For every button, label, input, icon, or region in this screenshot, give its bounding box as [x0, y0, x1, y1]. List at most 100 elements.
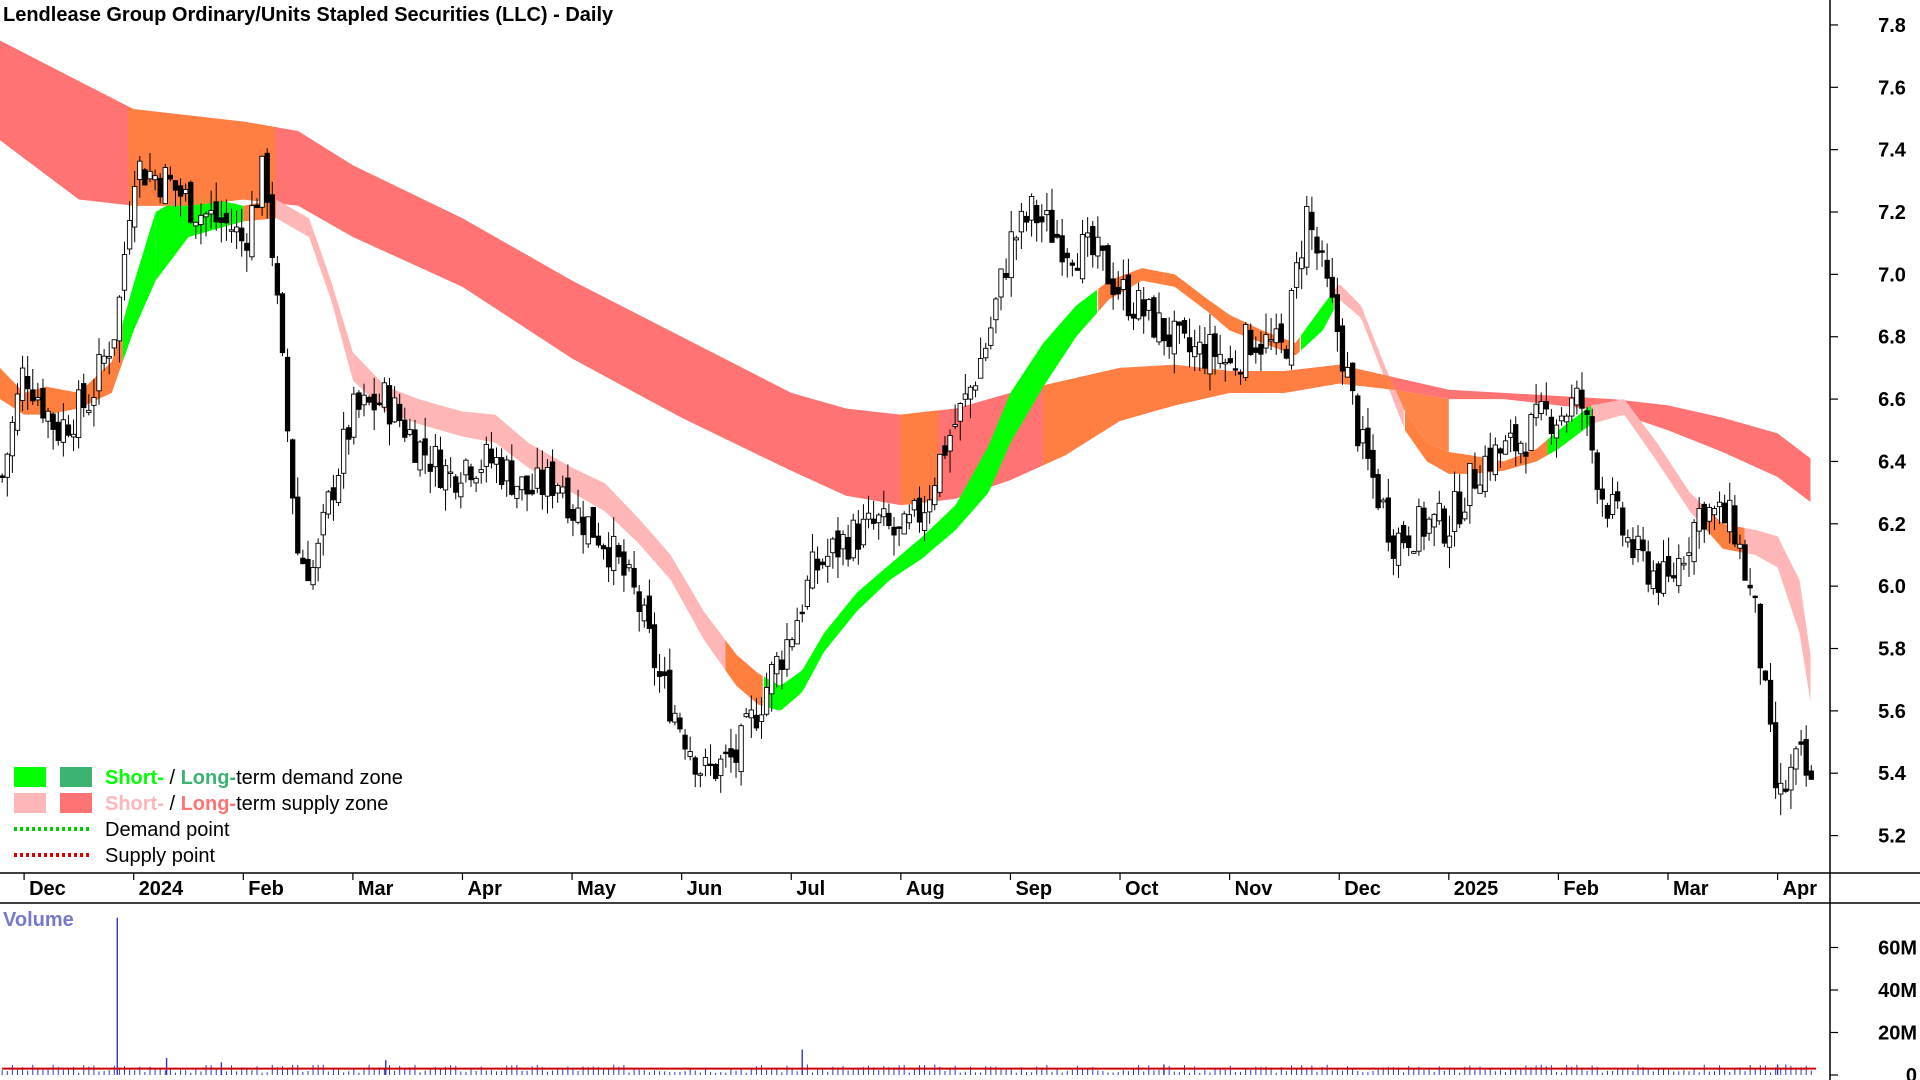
- candle-up: [585, 516, 591, 545]
- candle-up: [881, 508, 887, 518]
- price-tick-label: 5.8: [1878, 639, 1906, 661]
- candle-up: [91, 397, 97, 406]
- candle-down: [1742, 544, 1748, 581]
- candle-up: [1079, 234, 1086, 280]
- candlesticks: [0, 148, 1814, 816]
- candle-down: [188, 181, 194, 223]
- candle-up: [325, 491, 331, 515]
- candle-up: [804, 579, 811, 607]
- candle-down: [631, 567, 637, 588]
- candle-up: [1304, 206, 1310, 268]
- candle-up: [198, 214, 204, 226]
- candle-up: [1192, 346, 1198, 358]
- candle-up: [70, 433, 77, 438]
- candle-down: [1772, 722, 1779, 789]
- candle-down: [1487, 447, 1493, 472]
- candle-up: [860, 518, 867, 546]
- candle-down: [305, 558, 311, 582]
- candle-up: [101, 355, 107, 364]
- candle-down: [1248, 329, 1254, 355]
- candle-up: [1028, 196, 1035, 221]
- candle-up: [152, 175, 158, 181]
- candle-down: [1665, 556, 1672, 577]
- candle-down: [1161, 317, 1167, 342]
- candle-down: [1472, 469, 1478, 489]
- candle-down: [269, 194, 275, 258]
- candle-up: [473, 477, 479, 484]
- legend-label: Short- / Long-term supply zone: [105, 793, 388, 815]
- candle-up: [1660, 561, 1667, 594]
- price-tick-label: 5.6: [1878, 701, 1906, 723]
- short-term-band-segment: [1333, 284, 1404, 428]
- candle-up: [977, 358, 984, 379]
- candle-down: [1049, 209, 1055, 243]
- candle-up: [1788, 766, 1794, 791]
- candle-up: [45, 410, 51, 422]
- candle-up: [1013, 237, 1019, 241]
- candle-up: [789, 639, 795, 648]
- candle-down: [1151, 297, 1157, 338]
- candle-down: [820, 561, 826, 566]
- candle-up: [575, 507, 581, 523]
- candle-down: [284, 356, 291, 432]
- candle-up: [1293, 262, 1300, 288]
- candle-down: [1237, 372, 1244, 375]
- candle-down: [1757, 603, 1763, 669]
- candle-up: [1395, 532, 1402, 566]
- candle-up: [126, 220, 133, 250]
- candle-down: [1039, 216, 1045, 223]
- candle-down: [422, 438, 428, 456]
- candle-down: [651, 624, 658, 669]
- candle-up: [962, 393, 968, 400]
- candle-down: [662, 671, 668, 677]
- candle-up: [193, 221, 199, 227]
- zone-overlap-band: [1043, 364, 1449, 466]
- candle-up: [1426, 518, 1432, 534]
- month-tick-label: Dec: [29, 878, 66, 900]
- candle-down: [855, 523, 861, 550]
- candle-up: [1095, 236, 1101, 257]
- candle-down: [468, 466, 474, 481]
- candle-down: [1400, 524, 1407, 544]
- candle-up: [1553, 424, 1560, 439]
- candle-up: [718, 758, 724, 777]
- candle-up: [1533, 403, 1539, 419]
- candle-up: [4, 453, 10, 478]
- candle-up: [840, 534, 846, 550]
- candle-down: [1579, 389, 1585, 409]
- candle-down: [1278, 323, 1284, 343]
- candle-down: [524, 475, 530, 495]
- candle-down: [1090, 226, 1096, 256]
- candle-down: [570, 509, 576, 521]
- candle-down: [1212, 333, 1218, 357]
- candle-down: [692, 757, 698, 775]
- candle-down: [1722, 502, 1728, 524]
- candle-up: [794, 620, 800, 645]
- candle-up: [1273, 328, 1279, 344]
- candle-down: [81, 383, 87, 409]
- candle-down: [366, 396, 372, 403]
- candle-up: [1518, 442, 1524, 455]
- candle-up: [641, 604, 647, 622]
- short-term-band-segment: [320, 249, 353, 381]
- candle-down: [1314, 236, 1320, 254]
- candle-down: [1141, 299, 1147, 317]
- candle-up: [1528, 414, 1534, 452]
- candle-down: [65, 424, 72, 436]
- candle-down: [595, 535, 602, 546]
- candle-up: [702, 757, 709, 766]
- candle-down: [712, 764, 719, 779]
- candle-up: [182, 188, 189, 195]
- candle-down: [177, 185, 184, 197]
- candle-up: [1171, 320, 1177, 355]
- volume-panel: 0 20M 40M 60M: [1, 917, 1917, 1080]
- candle-up: [1197, 341, 1203, 355]
- candle-up: [763, 686, 770, 715]
- candle-up: [993, 298, 999, 321]
- candle-up: [1676, 558, 1682, 587]
- candle-up: [1711, 508, 1718, 516]
- candle-down: [1640, 539, 1646, 552]
- candle-up: [249, 205, 255, 258]
- candle-up: [1360, 429, 1366, 444]
- candle-down: [1513, 424, 1519, 452]
